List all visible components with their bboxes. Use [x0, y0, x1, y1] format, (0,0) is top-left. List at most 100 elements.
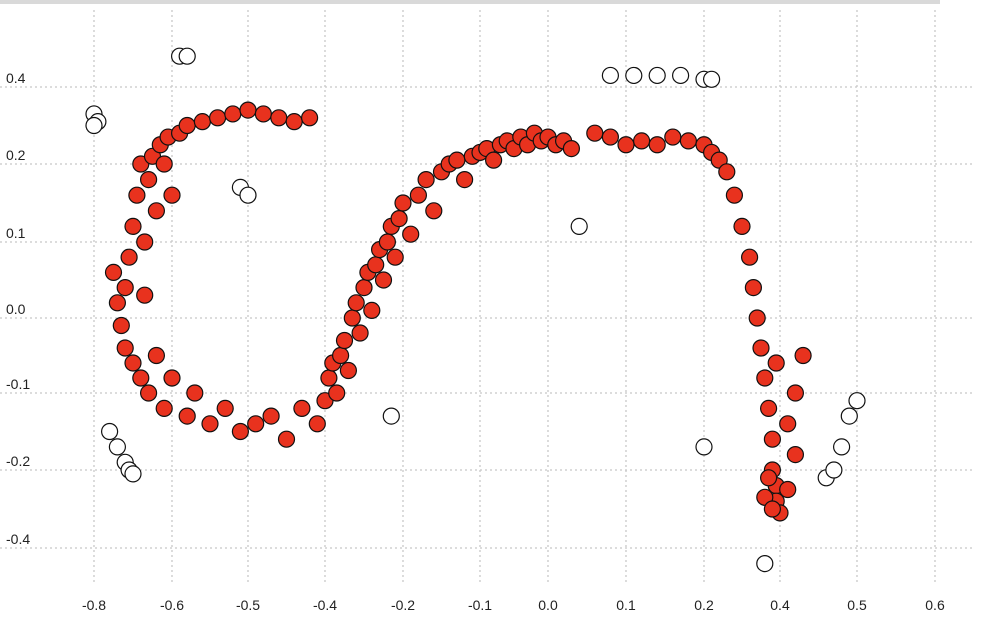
red-data-point	[201, 415, 219, 433]
hollow-outlier-point	[848, 392, 866, 410]
y-tick-label: -0.1	[6, 376, 30, 392]
red-data-point	[186, 384, 204, 402]
hollow-outlier-point	[695, 438, 713, 456]
red-data-point	[386, 248, 404, 266]
red-data-point	[308, 415, 326, 433]
x-tick-label: -0.4	[313, 597, 337, 613]
hollow-outlier-point	[178, 47, 196, 65]
red-data-point	[779, 480, 797, 499]
red-data-point	[254, 105, 272, 123]
red-data-point	[116, 339, 134, 357]
red-data-point	[648, 136, 666, 154]
x-tick-label: -0.2	[391, 597, 415, 613]
x-tick-label: 0.1	[616, 597, 636, 613]
x-tick-label: -0.5	[236, 597, 260, 613]
red-data-point	[378, 233, 396, 251]
red-data-point	[617, 136, 635, 154]
top-border-line	[0, 0, 940, 4]
x-tick-label: 0.6	[925, 597, 945, 613]
red-data-point	[147, 202, 165, 220]
red-data-point	[277, 430, 296, 448]
red-data-point	[216, 399, 234, 417]
red-data-point	[767, 354, 785, 372]
x-tick-label: -0.8	[82, 597, 106, 613]
red-data-point	[136, 286, 154, 304]
red-data-point	[320, 369, 338, 387]
red-data-point	[763, 430, 782, 448]
red-data-point	[394, 194, 412, 212]
red-data-point	[390, 210, 408, 228]
red-data-point	[285, 113, 303, 131]
red-data-point	[270, 109, 288, 127]
y-tick-label: 0.1	[6, 225, 26, 241]
red-data-point	[136, 233, 154, 251]
red-data-point	[779, 415, 797, 433]
red-data-point	[178, 407, 196, 425]
red-data-point	[562, 140, 581, 158]
red-data-point	[759, 399, 778, 417]
red-data-point	[140, 384, 158, 402]
red-data-point	[355, 279, 373, 297]
red-data-point	[744, 279, 763, 297]
hollow-outlier-point	[85, 116, 103, 135]
red-data-point	[786, 446, 805, 464]
red-data-point	[178, 116, 196, 135]
x-tick-label: 0.0	[538, 597, 558, 613]
x-tick-label: 0.5	[847, 597, 867, 613]
red-data-point	[239, 101, 257, 119]
red-data-point	[733, 217, 751, 235]
red-data-point	[163, 186, 181, 204]
y-tick-label: 0.2	[6, 147, 26, 163]
red-data-point	[108, 294, 127, 312]
red-data-point	[367, 256, 385, 274]
y-tick-label: -0.2	[6, 453, 30, 469]
red-data-point	[409, 186, 427, 204]
red-data-point	[155, 155, 173, 173]
y-tick-label: -0.4	[6, 531, 30, 547]
red-data-point	[301, 109, 319, 127]
hollow-outlier-point	[570, 217, 588, 235]
red-data-point	[740, 248, 759, 266]
red-data-point	[456, 171, 474, 189]
red-data-point	[147, 346, 165, 365]
red-data-point	[124, 217, 142, 235]
red-data-point	[402, 225, 420, 243]
red-data-point	[339, 361, 357, 380]
tick-label-layer: -0.8 -0.6 -0.5 -0.4 -0.2 -0.1 0.0 0.1 0.2 0.4 0.5 0…	[6, 70, 945, 613]
red-data-point	[725, 186, 744, 204]
red-data-point	[335, 331, 354, 350]
red-data-point	[293, 399, 311, 417]
red-data-point	[120, 248, 138, 266]
x-tick-label: -0.1	[468, 597, 492, 613]
red-data-point	[679, 132, 698, 150]
red-data-point	[247, 415, 265, 433]
hollow-outlier-point	[756, 554, 774, 573]
red-data-point	[417, 171, 435, 189]
hollow-outlier-point	[832, 438, 851, 456]
red-data-point	[124, 354, 142, 372]
hollow-outlier-point	[625, 66, 643, 85]
red-data-point	[374, 271, 393, 289]
hollow-outlier-point	[648, 66, 666, 85]
hollow-outlier-point	[601, 66, 620, 85]
red-data-point	[116, 279, 134, 297]
hollow-outlier-point	[108, 438, 127, 456]
x-tick-label: 0.4	[770, 597, 790, 613]
red-data-point	[193, 113, 211, 131]
red-data-point	[586, 124, 604, 142]
y-tick-label: 0.0	[6, 301, 26, 317]
red-data-point	[759, 469, 778, 487]
red-data-point	[718, 163, 736, 181]
red-data-point	[756, 369, 774, 387]
red-data-point	[209, 109, 227, 127]
red-data-point	[632, 132, 651, 150]
hollow-outlier-point	[840, 407, 858, 425]
hollow-outlier-point	[671, 66, 690, 85]
red-data-point	[231, 422, 249, 441]
red-data-point	[343, 309, 361, 327]
hollow-outlier-point	[124, 465, 142, 483]
points-layer	[85, 47, 866, 573]
red-data-point	[786, 384, 805, 402]
